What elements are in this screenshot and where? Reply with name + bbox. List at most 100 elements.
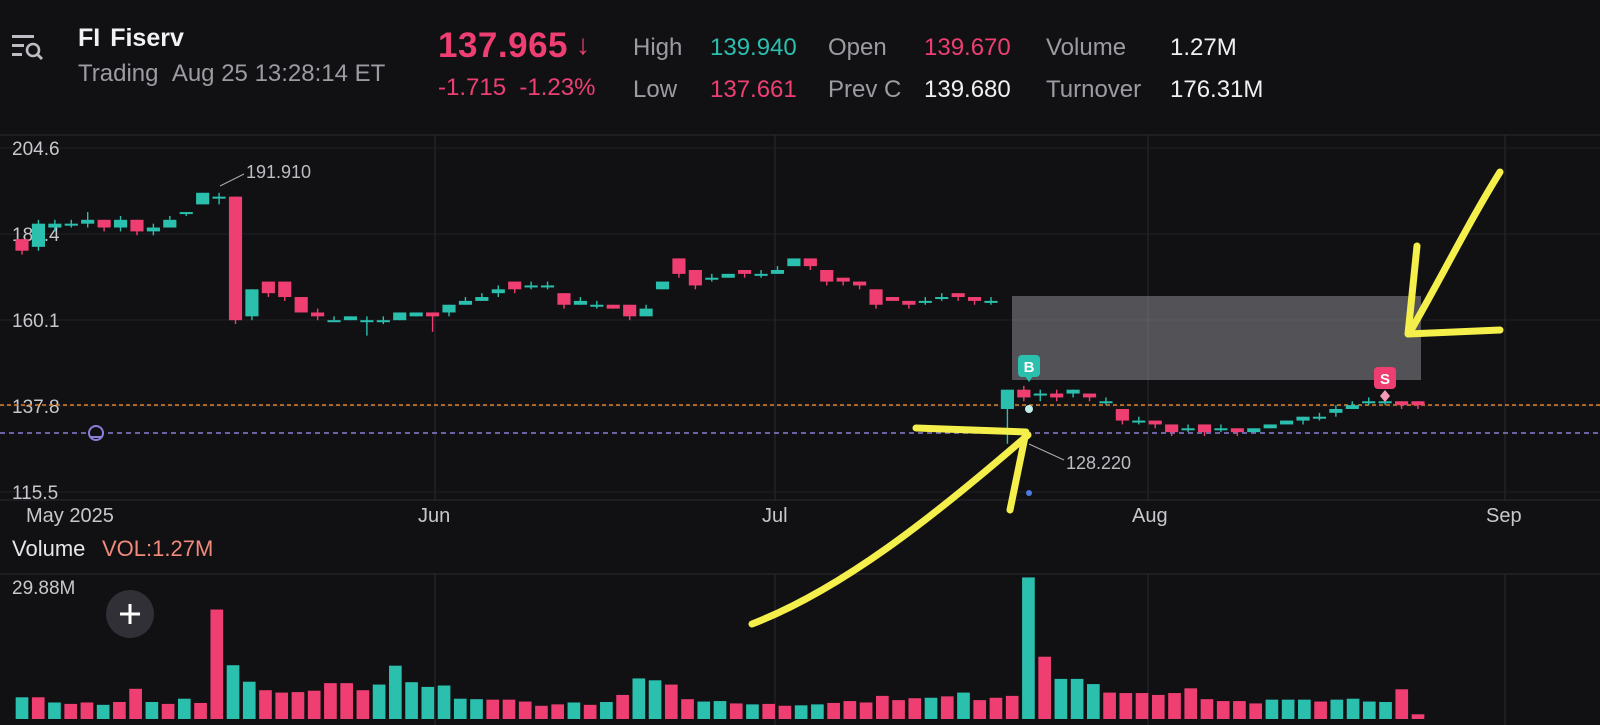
candle: [376, 316, 390, 325]
y-tick-label: 115.5: [12, 483, 58, 504]
volume-bar: [859, 702, 873, 719]
volume-bar: [1103, 692, 1116, 719]
candle-body: [1148, 420, 1162, 425]
last-price-value: 137.965: [438, 26, 569, 65]
candle-body: [360, 320, 374, 323]
candle: [655, 281, 670, 290]
candle: [754, 270, 768, 278]
candle-body: [721, 273, 735, 278]
candle-body: [48, 223, 62, 228]
candle-body: [1017, 389, 1031, 398]
candle-body: [212, 196, 226, 199]
candle: [918, 297, 932, 305]
volume-bar: [924, 697, 938, 719]
volume-bar: [1395, 689, 1409, 719]
volume-bar: [632, 678, 646, 719]
volume-max-tick: 29.88M: [12, 578, 75, 599]
volume-bar: [1038, 656, 1051, 719]
candle-body: [1329, 408, 1343, 413]
volume-bar: [259, 690, 272, 719]
candle: [475, 293, 489, 301]
company-name: Fiserv: [110, 24, 184, 52]
candle-body: [1395, 401, 1409, 406]
volume-bar: [778, 705, 792, 719]
volume-bar: [324, 683, 337, 719]
buy-marker[interactable]: B: [1018, 355, 1040, 496]
candle: [540, 281, 555, 290]
candle: [458, 297, 473, 305]
volume-bar: [177, 698, 191, 719]
candle-body: [508, 281, 522, 290]
candle-body: [31, 223, 45, 247]
candle: [1395, 401, 1409, 409]
candle-body: [540, 285, 555, 288]
candle: [113, 215, 128, 232]
volume-bar: [48, 702, 61, 719]
candle: [984, 297, 998, 305]
candle-body: [1181, 428, 1195, 431]
prev-close-label: Prev C: [828, 76, 902, 103]
ticker-title[interactable]: FI Fiserv: [78, 24, 184, 53]
low-annotation: 128.220: [1028, 443, 1131, 473]
candle: [1181, 424, 1195, 433]
candle: [1312, 412, 1327, 421]
volume-bar: [1168, 693, 1181, 719]
candle-body: [146, 227, 160, 232]
volume-bar: [470, 699, 483, 719]
candle-body: [738, 270, 752, 274]
candle: [590, 300, 604, 309]
sell-marker[interactable]: S: [1374, 367, 1396, 402]
candle-body: [491, 289, 505, 294]
volume-title: Volume: [12, 536, 85, 561]
candle: [672, 258, 686, 278]
candle: [1362, 397, 1376, 406]
candle-body: [1099, 401, 1113, 404]
volume-bar: [356, 690, 370, 719]
candle-body: [869, 289, 883, 305]
candle-body: [475, 297, 489, 301]
candle: [1296, 416, 1310, 425]
candle: [820, 270, 834, 286]
volume-bar: [1005, 695, 1019, 719]
volume-bar: [1249, 703, 1263, 719]
candle-body: [655, 281, 670, 290]
candle-body: [1247, 428, 1261, 433]
candle-body: [64, 223, 78, 226]
candle: [787, 258, 801, 267]
volume-bar: [940, 696, 954, 719]
candle-body: [573, 300, 587, 305]
svg-text:S: S: [1380, 371, 1390, 388]
open-value: 139.670: [924, 34, 1011, 61]
candle-body: [688, 270, 702, 286]
volume-bar: [746, 704, 759, 719]
volume-bar: [113, 702, 126, 719]
candle: [1345, 401, 1359, 409]
candle: [212, 192, 226, 205]
turnover-value: 176.31M: [1170, 76, 1264, 103]
candle: [1247, 428, 1261, 433]
candle-body: [1312, 416, 1327, 419]
candle-body: [1033, 393, 1047, 396]
menu-search-icon[interactable]: [10, 32, 44, 62]
candle: [1050, 389, 1064, 402]
candle-body: [261, 281, 275, 294]
volume-bar: [762, 703, 776, 719]
high-label: High: [633, 34, 683, 61]
candle-body: [376, 320, 390, 323]
volume-bar: [973, 700, 987, 719]
volume-bar: [567, 702, 581, 719]
add-indicator-button[interactable]: [106, 590, 154, 638]
volume-bar: [1151, 694, 1165, 719]
candle-body: [458, 300, 473, 305]
volume-bar: [518, 701, 532, 719]
candle-body: [705, 277, 719, 280]
x-tick-label: Sep: [1486, 505, 1522, 527]
volume-bar: [957, 692, 970, 719]
volume-bar: [794, 705, 808, 719]
candle: [31, 219, 45, 251]
candle: [606, 304, 620, 309]
candle: [278, 281, 292, 301]
y-tick-label: 160.1: [12, 311, 60, 332]
alert-bell-icon[interactable]: [88, 425, 104, 441]
